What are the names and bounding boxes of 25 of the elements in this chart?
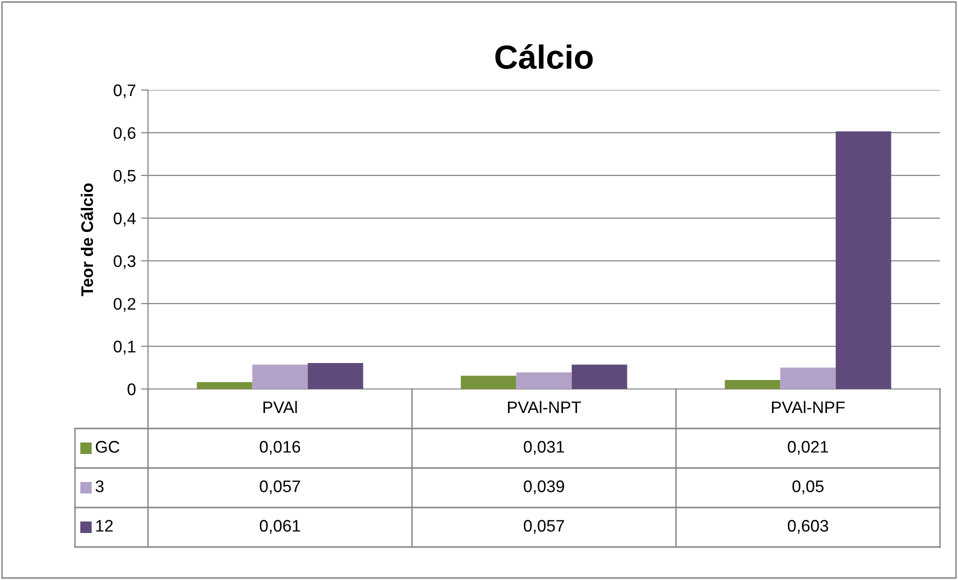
legend-label: 3 [96, 480, 104, 492]
y-tick-label: 0,5 [114, 170, 136, 184]
y-tick-label: 0,2 [114, 298, 136, 312]
data-label: 0,061 [260, 520, 300, 534]
y-tick-label: 0,3 [114, 255, 136, 270]
data-label: 0,016 [260, 440, 300, 455]
y-tick-label: 0,6 [114, 127, 136, 141]
y-tick-label: 0,4 [114, 212, 136, 226]
y-tick-label: 0 [128, 383, 136, 396]
data-label: 0,603 [788, 520, 828, 534]
y-tick-label: 0,7 [114, 84, 136, 98]
x-tick-label: PVAl [263, 400, 297, 414]
data-label: 0,031 [524, 440, 564, 455]
data-label: 0,039 [524, 480, 564, 494]
data-label: 0,057 [524, 520, 564, 534]
x-tick-label: PVAl-NPF [772, 400, 845, 414]
legend-label: GC [96, 440, 120, 453]
x-tick-label: PVAl-NPT [508, 400, 581, 414]
y-axis-title: Teor de Cálcio [80, 183, 94, 296]
legend-label: 12 [96, 520, 113, 532]
chart-title: Cálcio [495, 44, 593, 69]
data-label: 0,057 [260, 480, 300, 494]
y-tick-label: 0,1 [114, 340, 136, 354]
data-label: 0,021 [788, 440, 828, 455]
data-label: 0,05 [792, 480, 824, 494]
